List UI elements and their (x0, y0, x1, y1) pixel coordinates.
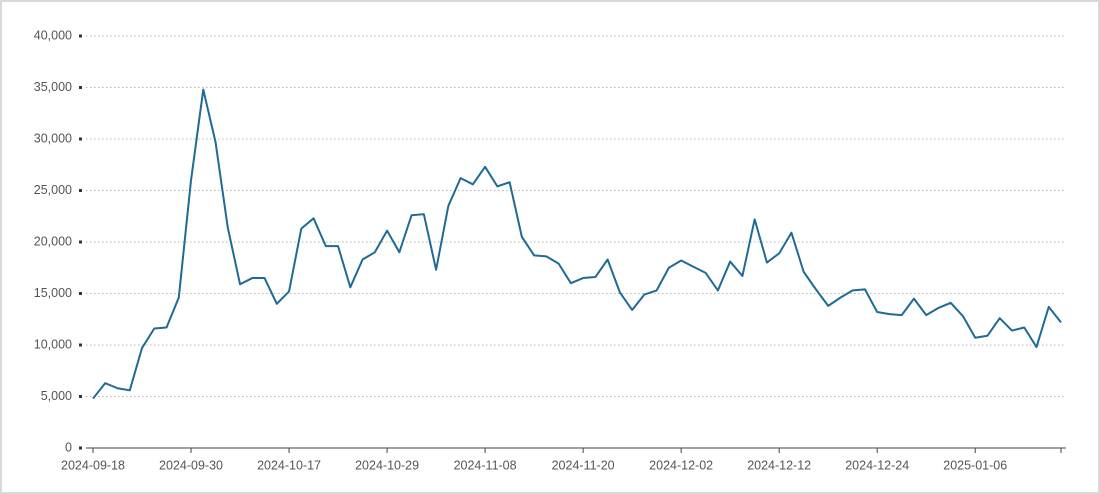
x-tick-label: 2024-12-02 (649, 458, 713, 472)
x-tick-label: 2024-11-20 (552, 458, 615, 472)
x-tick-label: 2024-10-29 (355, 458, 419, 472)
y-tick-mark (79, 137, 82, 141)
y-tick-mark (79, 395, 82, 398)
x-tick-label: 2024-12-12 (747, 458, 811, 472)
y-tick-mark (79, 86, 82, 89)
y-tick-mark (79, 189, 82, 192)
x-tick-label: 2024-11-08 (454, 458, 517, 472)
y-tick-mark (79, 292, 82, 295)
x-tick-label: 2024-10-17 (257, 458, 321, 472)
y-tick-label: 25,000 (34, 183, 72, 197)
y-tick-label: 0 (65, 440, 72, 454)
y-tick-label: 15,000 (34, 286, 72, 300)
y-tick-mark (79, 34, 82, 38)
x-tick-label: 2024-09-18 (61, 458, 125, 472)
y-tick-label: 10,000 (34, 337, 72, 351)
y-tick-label: 5,000 (41, 389, 72, 403)
y-tick-label: 35,000 (34, 80, 72, 94)
x-tick-label: 2024-09-30 (159, 458, 223, 472)
y-tick-mark (79, 446, 82, 450)
y-tick-label: 20,000 (34, 234, 72, 248)
x-tick-label: 2025-01-06 (943, 458, 1007, 472)
y-tick-label: 30,000 (34, 131, 72, 145)
y-tick-label: 40,000 (34, 28, 72, 42)
y-tick-mark (79, 240, 82, 244)
y-tick-mark (79, 343, 82, 347)
x-tick-label: 2024-12-24 (845, 458, 909, 472)
data-line (92, 88, 1062, 400)
